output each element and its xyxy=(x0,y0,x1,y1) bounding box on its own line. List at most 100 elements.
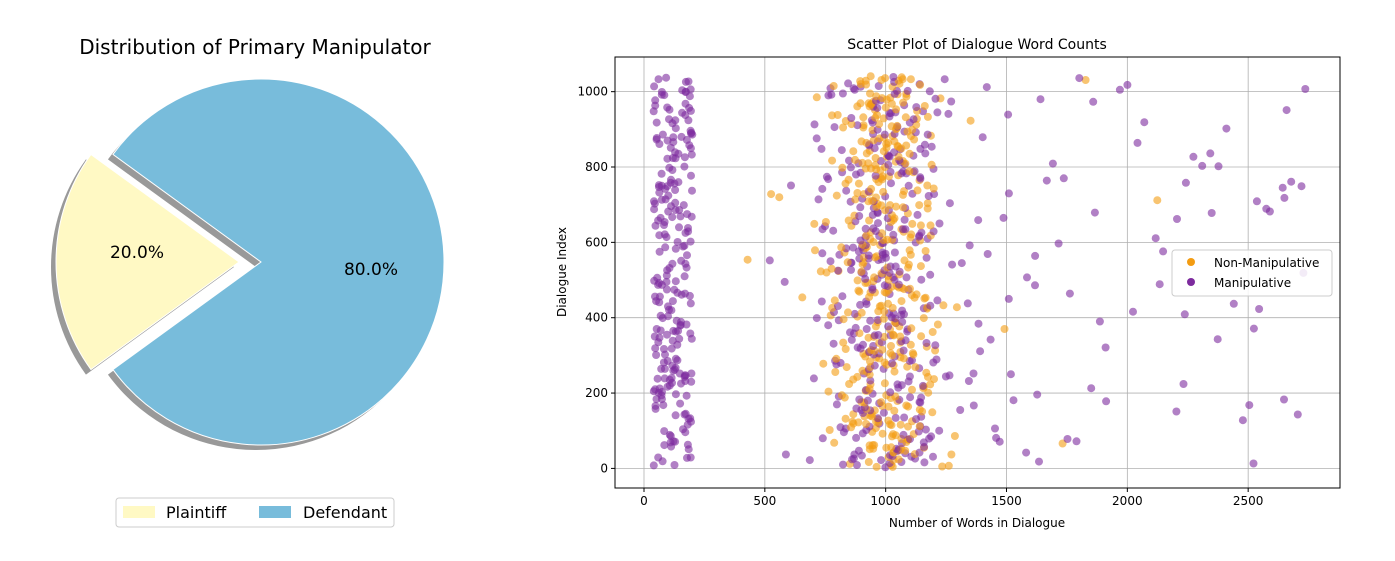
point-non-manipulative xyxy=(938,462,947,471)
point-non-manipulative xyxy=(837,391,846,400)
point-manipulative xyxy=(667,175,675,184)
point-manipulative xyxy=(651,344,660,353)
point-non-manipulative xyxy=(859,121,868,130)
point-manipulative xyxy=(671,354,680,363)
point-non-manipulative xyxy=(894,455,903,464)
point-non-manipulative xyxy=(884,402,893,411)
point-non-manipulative xyxy=(879,187,888,196)
x-axis-label: Number of Words in Dialogue xyxy=(889,516,1065,530)
point-manipulative xyxy=(1065,289,1074,298)
point-manipulative xyxy=(1155,280,1164,289)
point-manipulative xyxy=(673,238,682,246)
point-manipulative xyxy=(1115,85,1124,94)
point-manipulative xyxy=(855,212,864,220)
point-non-manipulative xyxy=(856,99,865,108)
point-manipulative xyxy=(1129,307,1137,316)
point-manipulative xyxy=(678,108,687,117)
point-manipulative xyxy=(665,163,674,172)
point-manipulative xyxy=(660,374,669,383)
point-manipulative xyxy=(1282,106,1291,115)
point-manipulative xyxy=(869,224,878,233)
point-manipulative xyxy=(671,186,680,194)
x-tick-label: 0 xyxy=(640,494,648,508)
point-manipulative xyxy=(866,316,875,325)
point-manipulative xyxy=(670,285,679,294)
point-manipulative xyxy=(1031,281,1039,290)
point-manipulative xyxy=(668,297,677,306)
point-manipulative xyxy=(933,296,942,305)
x-tick-label: 500 xyxy=(753,494,776,508)
point-manipulative xyxy=(868,283,877,292)
scatter-legend-marker-manipulative xyxy=(1187,278,1195,286)
scatter-legend-label-non-manipulative: Non-Manipulative xyxy=(1214,256,1319,270)
point-manipulative xyxy=(668,213,677,222)
y-tick-label: 800 xyxy=(585,160,608,174)
point-manipulative xyxy=(944,109,953,118)
y-tick-label: 1000 xyxy=(577,85,608,99)
point-manipulative xyxy=(923,130,932,139)
point-manipulative xyxy=(683,251,691,260)
point-manipulative xyxy=(680,162,689,171)
scatter-legend: Non-Manipulative Manipulative xyxy=(1171,249,1333,297)
point-manipulative xyxy=(667,344,676,353)
point-manipulative xyxy=(655,384,664,393)
scatter-axes-frame xyxy=(614,56,1341,489)
point-non-manipulative xyxy=(902,401,911,410)
point-non-manipulative xyxy=(872,462,881,471)
point-manipulative xyxy=(976,347,985,356)
point-non-manipulative xyxy=(838,163,847,172)
point-non-manipulative xyxy=(870,273,879,282)
point-manipulative xyxy=(687,369,696,378)
y-axis-label: Dialogue Index xyxy=(555,227,569,317)
point-manipulative xyxy=(927,142,936,151)
point-manipulative xyxy=(986,335,995,344)
point-manipulative xyxy=(899,167,908,176)
point-manipulative xyxy=(903,86,912,95)
point-manipulative xyxy=(838,89,847,98)
point-manipulative xyxy=(1075,74,1084,83)
point-manipulative xyxy=(1009,396,1018,405)
x-axis-ticks: 0 500 1000 1500 2000 2500 xyxy=(640,488,1263,508)
point-manipulative xyxy=(1238,416,1247,425)
point-non-manipulative xyxy=(880,379,889,388)
point-manipulative xyxy=(824,321,833,330)
point-non-manipulative xyxy=(926,221,935,230)
point-manipulative xyxy=(1090,208,1099,217)
point-manipulative xyxy=(974,319,983,328)
point-non-manipulative xyxy=(842,363,851,372)
point-non-manipulative xyxy=(839,315,848,324)
point-manipulative xyxy=(1245,401,1254,410)
point-manipulative xyxy=(656,311,665,320)
point-manipulative xyxy=(874,331,883,339)
point-manipulative xyxy=(677,132,686,141)
point-non-manipulative xyxy=(824,387,833,396)
point-manipulative xyxy=(963,299,972,308)
point-manipulative xyxy=(676,399,685,408)
point-manipulative xyxy=(660,427,669,436)
point-manipulative xyxy=(653,273,662,282)
point-manipulative xyxy=(681,289,689,298)
point-manipulative xyxy=(1159,247,1168,256)
point-manipulative xyxy=(668,336,677,345)
point-manipulative xyxy=(1180,310,1189,319)
point-non-manipulative xyxy=(743,255,752,264)
point-manipulative xyxy=(965,241,974,250)
point-non-manipulative xyxy=(810,219,819,228)
point-non-manipulative xyxy=(830,296,839,305)
point-non-manipulative xyxy=(911,363,920,372)
point-manipulative xyxy=(1213,335,1222,344)
point-non-manipulative xyxy=(915,422,924,431)
point-manipulative xyxy=(992,433,1001,442)
point-non-manipulative xyxy=(966,116,975,125)
point-non-manipulative xyxy=(887,342,895,350)
point-manipulative xyxy=(651,401,660,410)
point-manipulative xyxy=(654,453,663,462)
point-manipulative xyxy=(922,339,931,347)
point-non-manipulative xyxy=(829,82,838,90)
point-non-manipulative xyxy=(947,450,956,459)
point-manipulative xyxy=(1255,305,1264,313)
point-non-manipulative xyxy=(844,175,853,184)
point-manipulative xyxy=(879,408,888,417)
point-manipulative xyxy=(658,130,667,139)
pie-slice-plaintiff xyxy=(55,153,240,371)
